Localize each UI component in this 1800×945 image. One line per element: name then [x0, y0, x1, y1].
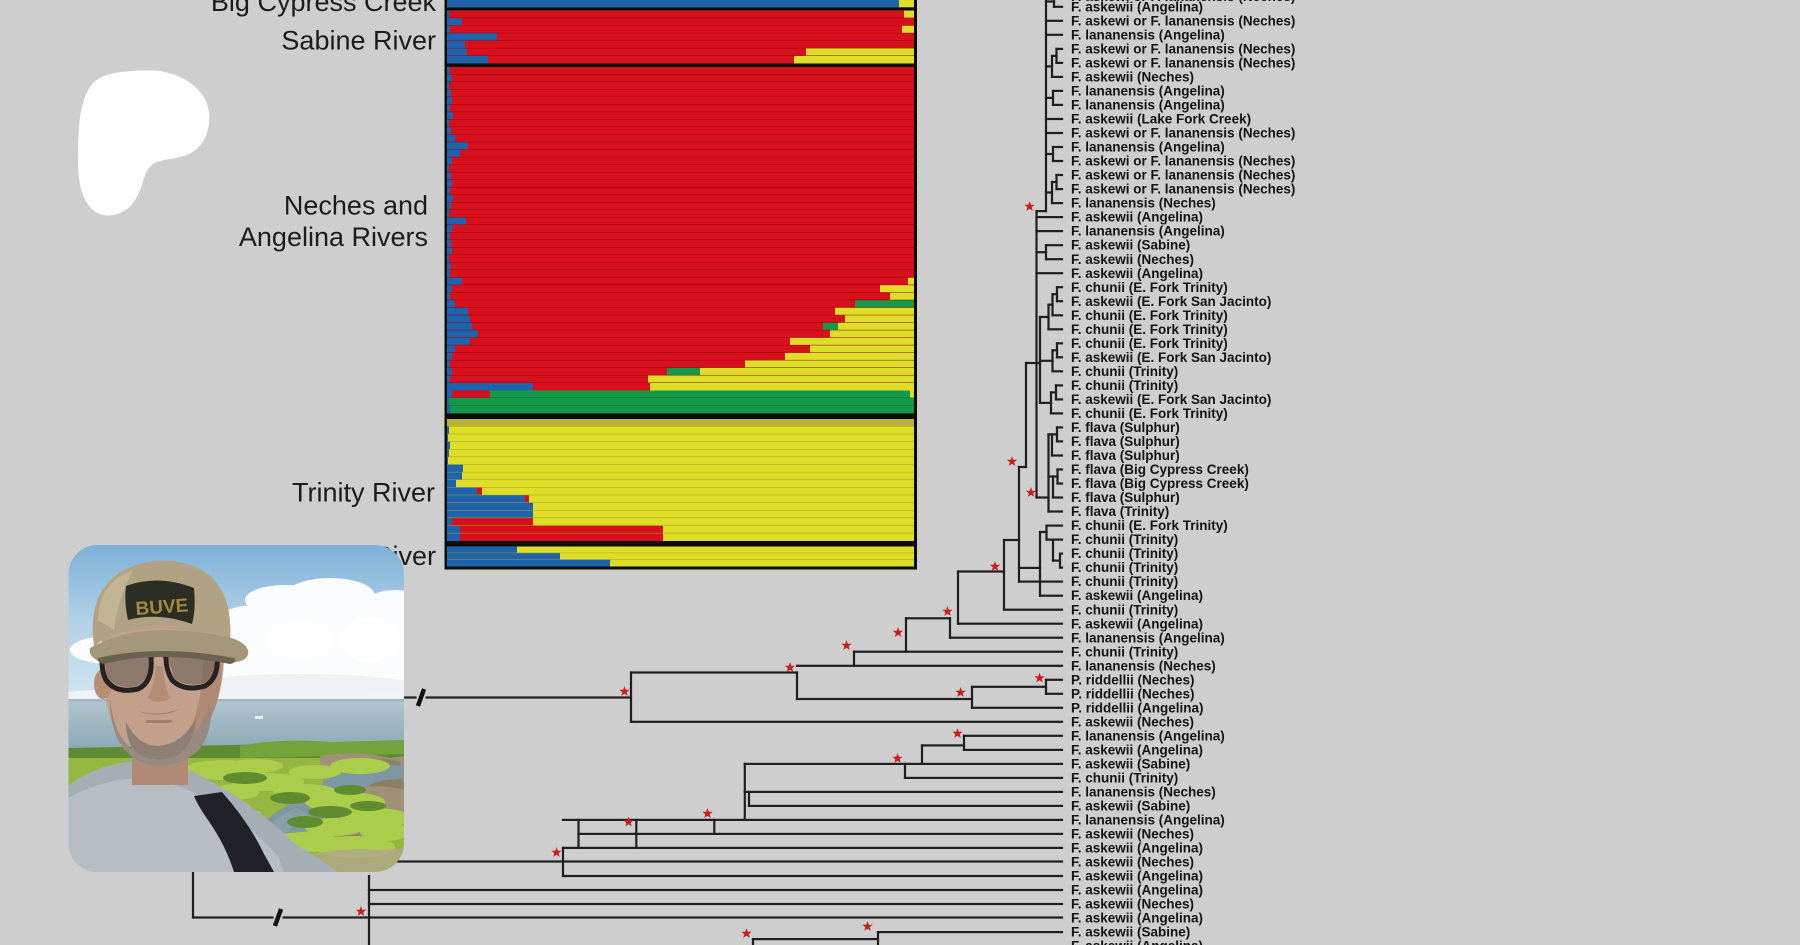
svg-text:F. askewii (E. Fork San Jacint: F. askewii (E. Fork San Jacinto) [1071, 294, 1271, 309]
svg-text:F. askewii (Angelina): F. askewii (Angelina) [1071, 266, 1203, 281]
svg-text:F. askewii (Angelina): F. askewii (Angelina) [1071, 939, 1203, 945]
svg-text:F. askewi or F. lananensis (Ne: F. askewi or F. lananensis (Neches) [1071, 168, 1295, 183]
svg-text:F. askewi or F. lananensis (Ne: F. askewi or F. lananensis (Neches) [1071, 56, 1295, 71]
svg-text:F. chunii (Trinity): F. chunii (Trinity) [1071, 532, 1178, 547]
svg-text:F. askewii (Sabine): F. askewii (Sabine) [1071, 757, 1190, 772]
svg-text:P. riddellii (Neches): P. riddellii (Neches) [1071, 672, 1195, 687]
svg-text:F. askewii (Angelina): F. askewii (Angelina) [1071, 883, 1203, 898]
svg-text:F. askewii (Neches): F. askewii (Neches) [1071, 827, 1194, 842]
svg-text:F. askewi or F. lananensis (Ne: F. askewi or F. lananensis (Neches) [1071, 182, 1295, 197]
svg-text:F. askewii (Angelina): F. askewii (Angelina) [1071, 210, 1203, 225]
svg-text:F. flava (Sulphur): F. flava (Sulphur) [1071, 490, 1180, 505]
svg-text:F. chunii (Trinity): F. chunii (Trinity) [1071, 644, 1178, 659]
svg-text:F. chunii (Trinity): F. chunii (Trinity) [1071, 364, 1178, 379]
svg-text:F. askewi or F. lananensis (Ne: F. askewi or F. lananensis (Neches) [1071, 154, 1295, 169]
svg-text:Sabine River: Sabine River [281, 26, 436, 56]
svg-text:F. lananensis (Angelina): F. lananensis (Angelina) [1071, 27, 1225, 42]
svg-text:F. askewi or F. lananensis (Ne: F. askewi or F. lananensis (Neches) [1071, 126, 1295, 141]
svg-text:F. chunii (E. Fork Trinity): F. chunii (E. Fork Trinity) [1071, 322, 1228, 337]
svg-text:F. askewii (Angelina): F. askewii (Angelina) [1071, 0, 1203, 14]
svg-text:F. askewii (Angelina): F. askewii (Angelina) [1071, 911, 1203, 926]
svg-text:F. askewi or F. lananensis (Ne: F. askewi or F. lananensis (Neches) [1071, 42, 1295, 57]
svg-text:P. riddellii (Angelina): P. riddellii (Angelina) [1071, 700, 1204, 715]
svg-text:F. askewii (Angelina): F. askewii (Angelina) [1071, 616, 1203, 631]
svg-text:F. chunii (Trinity): F. chunii (Trinity) [1071, 560, 1178, 575]
svg-text:F. askewi or F. lananensis (Ne: F. askewi or F. lananensis (Neches) [1071, 0, 1295, 4]
svg-text:Angelina Rivers: Angelina Rivers [239, 222, 428, 252]
svg-text:F. flava (Sulphur): F. flava (Sulphur) [1071, 420, 1180, 435]
svg-text:F. lananensis (Neches): F. lananensis (Neches) [1071, 785, 1216, 800]
svg-text:F. lananensis (Angelina): F. lananensis (Angelina) [1071, 630, 1225, 645]
svg-text:F. askewii (Sabine): F. askewii (Sabine) [1071, 799, 1190, 814]
svg-text:P. riddellii (Neches): P. riddellii (Neches) [1071, 686, 1195, 701]
svg-text:F. chunii (Trinity): F. chunii (Trinity) [1071, 378, 1178, 393]
svg-text:F. lananensis (Neches): F. lananensis (Neches) [1071, 658, 1216, 673]
svg-text:Trinity River: Trinity River [292, 478, 435, 508]
svg-text:F. chunii (Trinity): F. chunii (Trinity) [1071, 546, 1178, 561]
svg-text:F. chunii (E. Fork Trinity): F. chunii (E. Fork Trinity) [1071, 518, 1228, 533]
svg-text:F. flava (Sulphur): F. flava (Sulphur) [1071, 448, 1180, 463]
svg-text:F. lananensis (Angelina): F. lananensis (Angelina) [1071, 84, 1225, 99]
svg-text:F. lananensis (Angelina): F. lananensis (Angelina) [1071, 98, 1225, 113]
svg-text:F. askewii (Neches): F. askewii (Neches) [1071, 714, 1194, 729]
svg-text:F. lananensis (Angelina): F. lananensis (Angelina) [1071, 224, 1225, 239]
svg-text:F. askewii (Angelina): F. askewii (Angelina) [1071, 743, 1203, 758]
svg-text:F. chunii (Trinity): F. chunii (Trinity) [1071, 574, 1178, 589]
svg-text:F. flava (Big Cypress Creek): F. flava (Big Cypress Creek) [1071, 462, 1249, 477]
svg-text:F. askewii (Neches): F. askewii (Neches) [1071, 70, 1194, 85]
svg-text:F. flava (Big Cypress Creek): F. flava (Big Cypress Creek) [1071, 476, 1249, 491]
svg-text:F. lananensis (Angelina): F. lananensis (Angelina) [1071, 813, 1225, 828]
svg-text:F. askewii (Lake Fork Creek): F. askewii (Lake Fork Creek) [1071, 112, 1251, 127]
svg-text:F. askewi or F. lananensis (Ne: F. askewi or F. lananensis (Neches) [1071, 13, 1295, 28]
svg-text:F. chunii (E. Fork Trinity): F. chunii (E. Fork Trinity) [1071, 280, 1228, 295]
svg-text:F. askewii (Angelina): F. askewii (Angelina) [1071, 841, 1203, 856]
svg-text:F. chunii (E. Fork Trinity): F. chunii (E. Fork Trinity) [1071, 308, 1228, 323]
svg-text:F. askewii (E. Fork San Jacint: F. askewii (E. Fork San Jacinto) [1071, 350, 1271, 365]
svg-text:F. lananensis (Angelina): F. lananensis (Angelina) [1071, 140, 1225, 155]
svg-text:BUVE: BUVE [135, 595, 189, 620]
svg-text:F. flava (Sulphur): F. flava (Sulphur) [1071, 434, 1180, 449]
svg-text:F. chunii (E. Fork Trinity): F. chunii (E. Fork Trinity) [1071, 406, 1228, 421]
svg-text:F. askewii (Neches): F. askewii (Neches) [1071, 855, 1194, 870]
svg-text:F. chunii (E. Fork Trinity): F. chunii (E. Fork Trinity) [1071, 336, 1228, 351]
svg-text:F. askewii (Sabine): F. askewii (Sabine) [1071, 238, 1190, 253]
svg-text:F. askewii (Angelina): F. askewii (Angelina) [1071, 869, 1203, 884]
svg-text:F. chunii (Trinity): F. chunii (Trinity) [1071, 771, 1178, 786]
svg-text:F. askewii (Neches): F. askewii (Neches) [1071, 252, 1194, 267]
svg-text:F. askewii (Angelina): F. askewii (Angelina) [1071, 588, 1203, 603]
svg-text:F. lananensis (Neches): F. lananensis (Neches) [1071, 196, 1216, 211]
svg-text:F. askewii (E. Fork San Jacint: F. askewii (E. Fork San Jacinto) [1071, 392, 1271, 407]
svg-text:Neches and: Neches and [284, 191, 428, 221]
svg-text:F. lananensis (Angelina): F. lananensis (Angelina) [1071, 728, 1225, 743]
svg-text:F. askewii (Sabine): F. askewii (Sabine) [1071, 925, 1190, 940]
svg-text:F. askewii (Neches): F. askewii (Neches) [1071, 897, 1194, 912]
svg-text:F. chunii (Trinity): F. chunii (Trinity) [1071, 602, 1178, 617]
svg-text:F. flava (Trinity): F. flava (Trinity) [1071, 504, 1169, 519]
svg-text:Big Cypress Creek: Big Cypress Creek [211, 0, 437, 17]
